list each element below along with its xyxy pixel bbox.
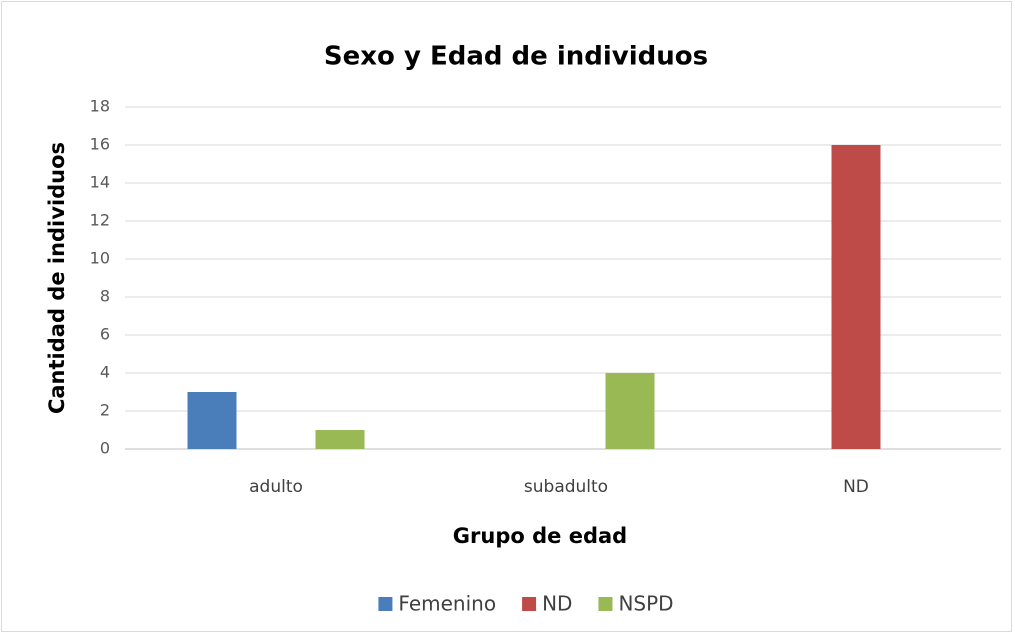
y-tick-label: 2: [100, 401, 110, 420]
bar: [187, 392, 237, 449]
y-axis-label: Cantidad de individuos: [45, 142, 69, 414]
x-axis-label: Grupo de edad: [453, 524, 627, 548]
legend-label: Femenino: [398, 592, 496, 616]
legend: Femenino ND NSPD: [378, 592, 674, 616]
y-tick-label: 16: [90, 135, 110, 154]
x-tick-label: subadulto: [524, 477, 608, 497]
legend-swatch: [522, 597, 537, 611]
chart-title: Sexo y Edad de individuos: [324, 42, 708, 72]
x-tick-label: adulto: [249, 477, 303, 497]
y-tick-label: 0: [100, 439, 110, 458]
legend-label: NSPD: [618, 592, 673, 616]
bar: [605, 373, 655, 449]
y-tick-label: 14: [90, 173, 110, 192]
y-tick-label: 12: [90, 211, 110, 230]
legend-swatch: [378, 597, 393, 611]
x-tick-label: ND: [843, 477, 869, 497]
y-tick-label: 6: [100, 325, 110, 344]
y-tick-label: 4: [100, 363, 110, 382]
bar: [315, 430, 365, 449]
legend-label: ND: [542, 592, 572, 616]
y-tick-label: 8: [100, 287, 110, 306]
legend-swatch: [598, 597, 613, 611]
y-tick-label: 10: [90, 249, 110, 268]
bar: [831, 145, 881, 449]
y-tick-label: 18: [90, 97, 110, 116]
